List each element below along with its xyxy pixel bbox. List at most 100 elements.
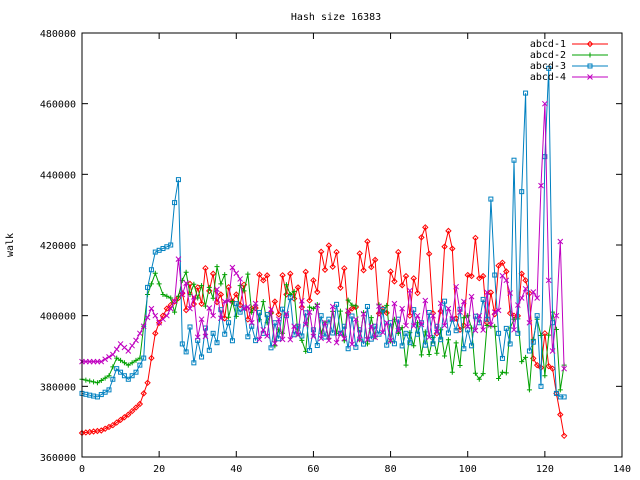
data-point-abcd-4-38 — [225, 298, 232, 304]
data-point-abcd-1-94 — [441, 243, 448, 250]
y-tick-label-480000: 480000 — [40, 29, 76, 40]
data-point-abcd-3-54 — [287, 295, 293, 301]
data-point-abcd-3-16 — [141, 355, 147, 361]
data-point-abcd-3-90 — [426, 309, 432, 315]
data-point-abcd-4-55 — [291, 323, 297, 330]
data-point-abcd-3-81 — [391, 341, 397, 347]
data-point-abcd-2-37 — [222, 272, 228, 278]
data-point-abcd-3-91 — [430, 341, 436, 347]
data-point-abcd-3-104 — [480, 296, 486, 302]
data-point-abcd-2-6 — [102, 375, 108, 381]
legend-entry-abcd-3: abcd-3 — [530, 61, 608, 72]
data-point-abcd-2-21 — [160, 291, 166, 297]
data-point-abcd-3-49 — [268, 345, 274, 351]
data-point-abcd-4-35 — [214, 286, 220, 293]
data-point-abcd-1-36 — [217, 291, 225, 298]
data-point-abcd-1-95 — [445, 227, 452, 235]
data-point-abcd-1-32 — [202, 264, 209, 272]
data-point-abcd-1-64 — [325, 242, 333, 249]
data-point-abcd-1-11 — [121, 414, 128, 421]
data-point-abcd-1-24 — [171, 298, 178, 305]
legend-entry-abcd-1: abcd-1 — [530, 39, 608, 50]
data-point-abcd-4-44 — [248, 319, 255, 326]
data-point-abcd-4-73 — [360, 311, 367, 317]
data-point-abcd-2-114 — [519, 359, 525, 365]
data-point-abcd-3-13 — [129, 373, 135, 379]
data-point-abcd-4-94 — [441, 322, 448, 329]
data-point-abcd-2-121 — [546, 332, 552, 338]
legend-marker-abcd-1 — [586, 40, 594, 48]
data-point-abcd-2-98 — [457, 362, 463, 368]
data-point-abcd-1-51 — [275, 311, 282, 318]
data-point-abcd-3-117 — [530, 339, 536, 345]
data-point-abcd-3-39 — [229, 338, 235, 344]
data-point-abcd-3-114 — [519, 189, 525, 195]
data-point-abcd-2-1 — [83, 377, 89, 383]
data-point-abcd-4-63 — [322, 319, 328, 326]
data-point-abcd-4-50 — [272, 340, 278, 347]
data-point-abcd-1-109 — [499, 259, 506, 266]
data-point-abcd-3-10 — [118, 369, 124, 375]
data-point-abcd-2-27 — [183, 269, 189, 275]
data-point-abcd-4-26 — [179, 291, 186, 298]
y-tick-label-360000: 360000 — [40, 453, 76, 464]
data-point-abcd-2-105 — [484, 323, 490, 329]
data-point-abcd-1-63 — [321, 266, 329, 273]
y-tick-label-400000: 400000 — [40, 312, 76, 323]
data-point-abcd-3-40 — [233, 301, 239, 307]
data-point-abcd-3-85 — [407, 340, 413, 346]
data-point-abcd-2-86 — [411, 343, 417, 349]
data-point-abcd-4-74 — [364, 336, 371, 343]
data-point-abcd-2-103 — [476, 376, 482, 382]
data-point-abcd-3-71 — [353, 344, 359, 350]
legend-label-abcd-1: abcd-1 — [530, 39, 566, 50]
y-tick-label-420000: 420000 — [40, 241, 76, 252]
data-point-abcd-3-44 — [249, 323, 255, 329]
data-point-abcd-4-108 — [495, 307, 502, 314]
data-point-abcd-4-54 — [287, 336, 294, 343]
data-point-abcd-4-112 — [511, 326, 517, 333]
data-point-abcd-4-71 — [353, 316, 359, 323]
data-point-abcd-2-67 — [337, 308, 343, 314]
data-point-abcd-2-47 — [260, 299, 266, 305]
data-point-abcd-3-83 — [399, 343, 405, 349]
data-point-abcd-3-48 — [264, 312, 270, 318]
data-point-abcd-2-42 — [241, 288, 247, 294]
data-point-abcd-4-69 — [345, 308, 351, 314]
data-point-abcd-3-41 — [237, 309, 243, 315]
data-point-abcd-3-65 — [330, 330, 336, 336]
data-point-abcd-4-28 — [187, 305, 193, 312]
data-point-abcd-3-14 — [133, 369, 139, 375]
data-point-abcd-2-13 — [129, 360, 135, 366]
data-point-abcd-3-23 — [168, 242, 174, 248]
data-point-abcd-2-120 — [542, 373, 548, 379]
series-abcd-1 — [78, 224, 568, 440]
data-point-abcd-2-12 — [125, 362, 131, 368]
data-point-abcd-2-35 — [214, 264, 220, 270]
data-point-abcd-1-103 — [476, 275, 483, 282]
data-point-abcd-1-89 — [422, 224, 429, 231]
data-point-abcd-1-62 — [317, 248, 325, 255]
data-point-abcd-1-17 — [144, 379, 151, 387]
plot-area — [78, 65, 568, 440]
data-point-abcd-2-70 — [349, 302, 355, 308]
y-tick-label-440000: 440000 — [40, 170, 76, 181]
data-point-abcd-1-121 — [545, 362, 552, 370]
data-point-abcd-3-26 — [179, 341, 185, 347]
data-point-abcd-2-104 — [480, 371, 486, 377]
data-point-abcd-4-36 — [218, 315, 224, 322]
data-point-abcd-1-118 — [533, 361, 541, 369]
data-point-abcd-4-91 — [430, 312, 436, 319]
data-point-abcd-1-48 — [263, 272, 271, 279]
data-point-abcd-3-92 — [434, 323, 440, 329]
data-point-abcd-4-102 — [472, 327, 479, 334]
data-point-abcd-3-31 — [199, 354, 205, 360]
y-axis-label: walk — [5, 233, 16, 257]
data-point-abcd-1-74 — [364, 238, 371, 245]
data-point-abcd-4-58 — [302, 321, 309, 328]
data-point-abcd-4-34 — [210, 312, 216, 319]
data-point-abcd-3-70 — [349, 313, 355, 319]
data-point-abcd-3-105 — [484, 316, 490, 322]
data-point-abcd-3-15 — [137, 362, 143, 368]
data-point-abcd-4-61 — [314, 302, 321, 309]
